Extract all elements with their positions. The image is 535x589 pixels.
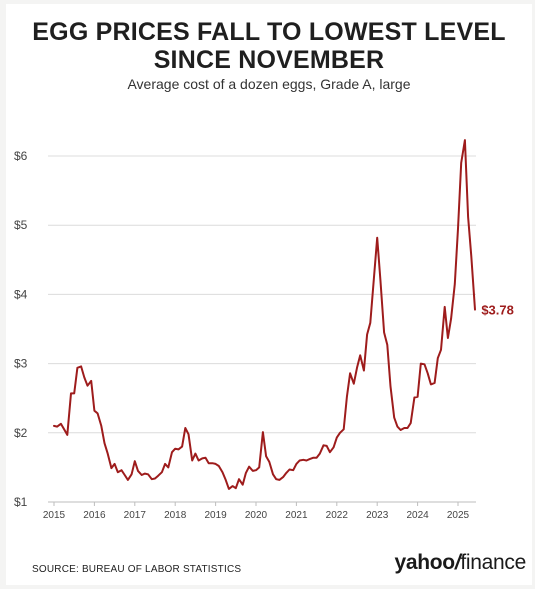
chart-subtitle: Average cost of a dozen eggs, Grade A, l…: [127, 76, 411, 92]
y-tick-label: $6: [14, 149, 28, 163]
logo-slash-glyph: /: [454, 551, 461, 574]
x-tick-label: 2023: [366, 510, 389, 521]
price-series-line: [53, 139, 476, 490]
logo-finance-text: finance: [460, 551, 526, 574]
chart-title: EGG PRICES FALL TO LOWEST LEVEL SINCE NO…: [6, 18, 532, 74]
x-tick-label: 2019: [204, 510, 227, 521]
x-tick-label: 2018: [164, 510, 187, 521]
x-tick-label: 2022: [326, 510, 349, 521]
x-tick-label: 2024: [406, 510, 429, 521]
chart-card: EGG PRICES FALL TO LOWEST LEVEL SINCE NO…: [6, 4, 532, 585]
y-tick-label: $3: [14, 357, 28, 371]
yahoo-finance-logo: yahoo/finance: [394, 551, 526, 575]
chart-title-line-2: SINCE NOVEMBER: [153, 46, 385, 74]
y-tick-label: $4: [14, 287, 28, 301]
y-tick-label: $2: [14, 426, 28, 440]
y-tick-label: $5: [14, 218, 28, 232]
x-tick-label: 2017: [124, 510, 147, 521]
x-tick-label: 2016: [83, 510, 106, 521]
source-note: SOURCE: BUREAU OF LABOR STATISTICS: [32, 564, 242, 575]
latest-value-label: $3.78: [481, 303, 514, 318]
x-tick-label: 2015: [43, 510, 66, 521]
x-tick-label: 2021: [285, 510, 308, 521]
x-tick-label: 2025: [447, 510, 470, 521]
logo-yahoo-text: yahoo: [394, 551, 455, 574]
x-tick-label: 2020: [245, 510, 268, 521]
line-chart: $1 $2 $3 $4 $5 $6 2015 2016 2017 2018 2019 2020 2021…: [14, 139, 514, 521]
y-tick-label: $1: [14, 495, 28, 509]
chart-title-line-1: EGG PRICES FALL TO LOWEST LEVEL: [32, 18, 506, 46]
